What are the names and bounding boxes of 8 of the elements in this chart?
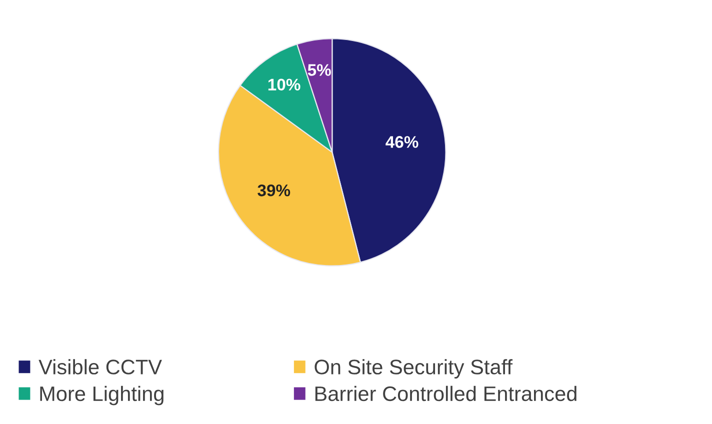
data-label: 5% bbox=[308, 64, 331, 76]
data-label: 46% bbox=[386, 136, 418, 148]
legend-label: On Site Security Staff bbox=[314, 359, 513, 379]
data-label: 10% bbox=[268, 78, 300, 90]
legend-label: Barrier Controlled Entranced bbox=[315, 386, 576, 402]
legend-label: More Lighting bbox=[40, 386, 164, 406]
legend-label: Visible CCTV bbox=[38, 359, 162, 374]
data-label: 39% bbox=[258, 184, 290, 196]
